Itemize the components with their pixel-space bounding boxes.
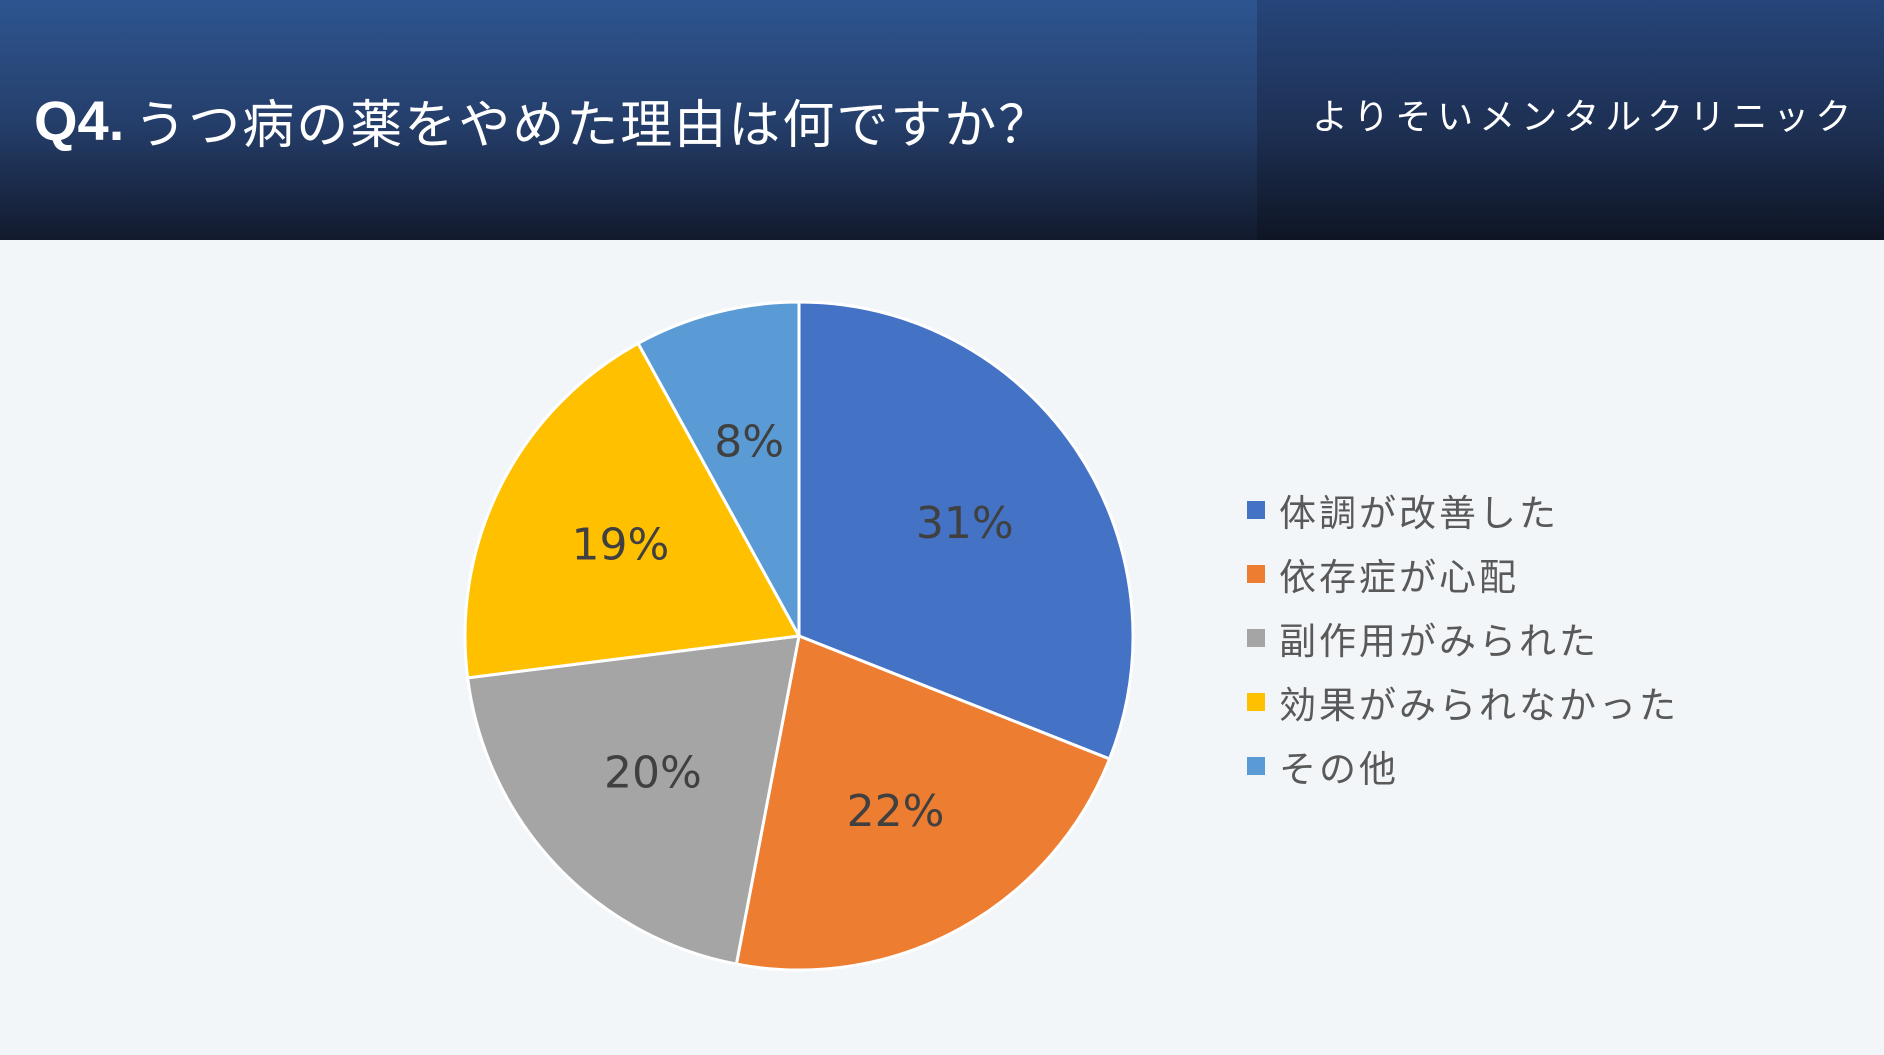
legend-swatch <box>1247 501 1265 519</box>
legend-label: 依存症が心配 <box>1279 556 1519 599</box>
legend-label: 体調が改善した <box>1279 492 1559 535</box>
pie-slices <box>463 300 1135 972</box>
legend-swatch <box>1247 757 1265 775</box>
question-number: Q4. <box>34 88 125 152</box>
pie-data-label-5: 8% <box>714 416 784 467</box>
pie-chart: 31% 22% 20% 19% 8% <box>463 300 1135 972</box>
pie-data-labels: 31% 22% 20% 19% 8% <box>572 416 1014 837</box>
pie-slice-4 <box>463 341 802 680</box>
legend-item: 効果がみられなかった <box>1247 670 1679 734</box>
legend-item: 依存症が心配 <box>1247 542 1679 606</box>
pie-data-label-3: 20% <box>604 748 702 799</box>
page-title: Q4. うつ病の薬をやめた理由は何ですか？ <box>34 80 1052 160</box>
pie-data-label-2: 22% <box>847 786 945 837</box>
header-clinic-panel <box>1257 0 1884 240</box>
pie-data-label-1: 31% <box>916 498 1014 549</box>
chart-legend: 体調が改善した 依存症が心配副作用がみられた効果がみられなかった その他 <box>1247 478 1679 798</box>
pie-data-label-4: 19% <box>572 520 670 571</box>
legend-swatch <box>1247 629 1265 647</box>
legend-label: 副作用がみられた <box>1279 620 1599 663</box>
legend-item: 体調が改善した <box>1247 478 1679 542</box>
legend-swatch <box>1247 565 1265 583</box>
legend-label: その他 <box>1279 748 1399 791</box>
pie-slice-3 <box>465 634 801 966</box>
question-text: うつ病の薬をやめた理由は何ですか？ <box>134 95 1053 156</box>
pie-slice-1 <box>797 300 1135 761</box>
clinic-name: よりそいメンタルクリニック <box>1312 97 1858 138</box>
legend-item: 副作用がみられた <box>1247 606 1679 670</box>
legend-item: その他 <box>1247 734 1679 798</box>
pie-slice-2 <box>734 633 1112 972</box>
pie-slice-5 <box>636 300 801 637</box>
legend-label: 効果がみられなかった <box>1279 684 1679 727</box>
legend-swatch <box>1247 693 1265 711</box>
